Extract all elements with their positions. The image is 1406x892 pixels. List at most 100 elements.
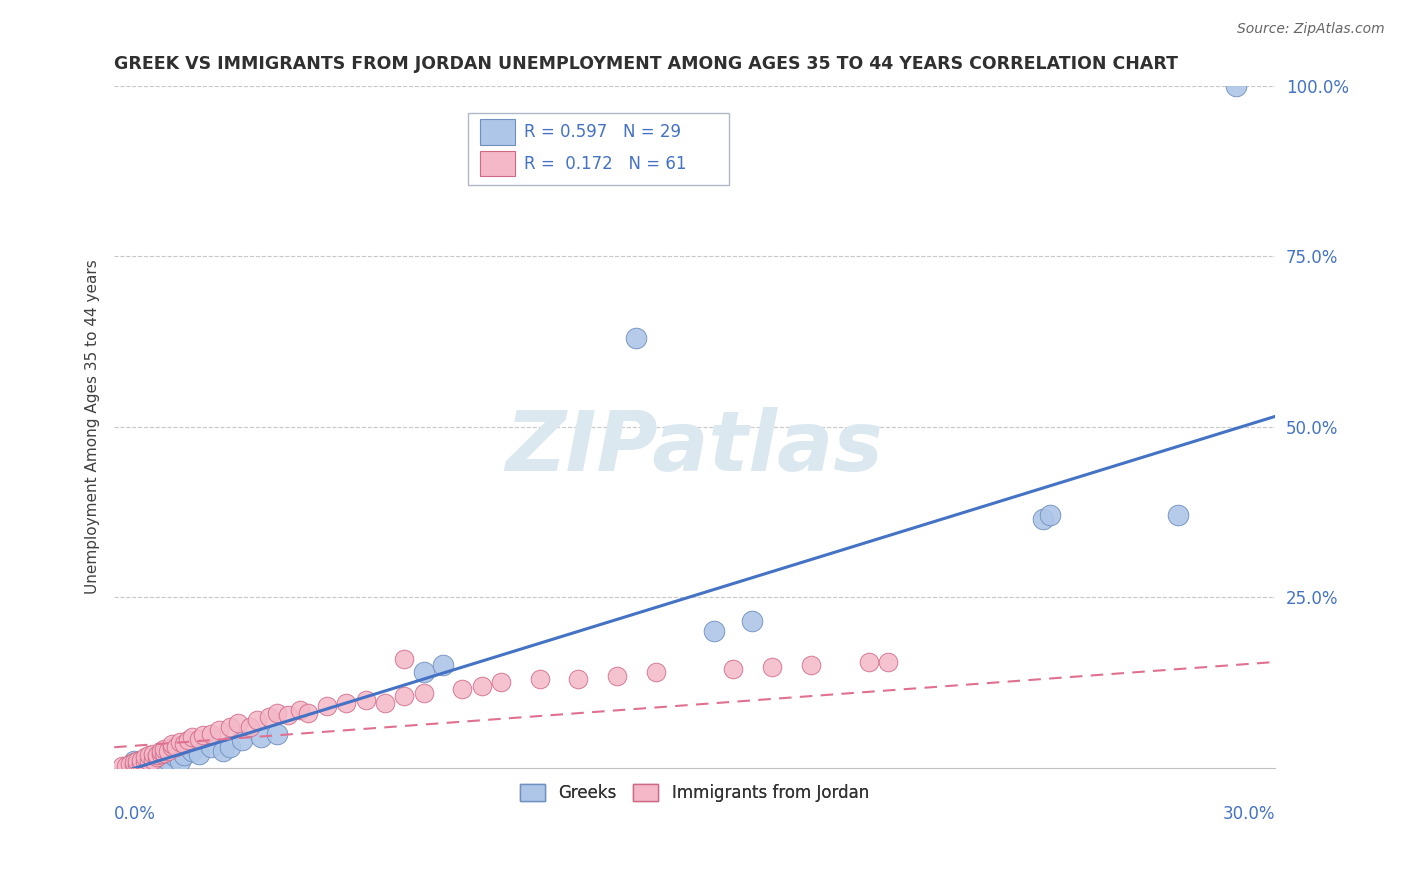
Point xyxy=(226,716,249,731)
Point xyxy=(374,696,396,710)
Text: 30.0%: 30.0% xyxy=(1222,805,1275,823)
Point xyxy=(149,747,172,761)
Point xyxy=(188,747,211,761)
Point xyxy=(876,655,898,669)
Point xyxy=(180,744,202,758)
Point xyxy=(644,665,666,680)
Point xyxy=(219,720,242,734)
Point xyxy=(127,754,149,768)
Point xyxy=(412,665,434,680)
Point xyxy=(134,750,156,764)
Point xyxy=(200,726,222,740)
Point xyxy=(211,744,233,758)
Point xyxy=(134,756,156,770)
Legend: Greeks, Immigrants from Jordan: Greeks, Immigrants from Jordan xyxy=(513,777,876,808)
Point xyxy=(266,726,288,740)
Point xyxy=(741,614,763,628)
Point xyxy=(606,668,628,682)
Point xyxy=(316,699,339,714)
Point xyxy=(165,750,187,764)
Text: R = 0.597   N = 29: R = 0.597 N = 29 xyxy=(524,123,681,141)
Point xyxy=(173,748,195,763)
Point xyxy=(239,720,262,734)
Point xyxy=(118,757,141,772)
Point xyxy=(149,744,172,758)
Text: GREEK VS IMMIGRANTS FROM JORDAN UNEMPLOYMENT AMONG AGES 35 TO 44 YEARS CORRELATI: GREEK VS IMMIGRANTS FROM JORDAN UNEMPLOY… xyxy=(114,55,1178,73)
Point xyxy=(858,655,880,669)
Point xyxy=(721,662,744,676)
Point xyxy=(173,737,195,751)
Point xyxy=(1167,508,1189,523)
Point xyxy=(145,748,167,763)
Text: 0.0%: 0.0% xyxy=(114,805,156,823)
Point xyxy=(129,752,152,766)
Point xyxy=(1039,508,1062,523)
Point xyxy=(394,689,416,703)
Point xyxy=(394,651,416,665)
Point xyxy=(129,757,152,772)
Point xyxy=(1032,512,1054,526)
Point xyxy=(191,728,214,742)
Point xyxy=(129,756,152,771)
Point xyxy=(138,756,160,770)
Point xyxy=(153,741,176,756)
Point xyxy=(127,757,149,772)
Point xyxy=(799,658,821,673)
Point xyxy=(626,331,648,345)
Point xyxy=(297,706,319,720)
Text: ZIPatlas: ZIPatlas xyxy=(506,407,883,488)
Point xyxy=(471,679,494,693)
Point xyxy=(489,675,512,690)
Point xyxy=(111,758,134,772)
Point xyxy=(114,759,136,773)
Point xyxy=(703,624,725,639)
Text: R =  0.172   N = 61: R = 0.172 N = 61 xyxy=(524,154,686,172)
Point xyxy=(122,756,145,770)
Point xyxy=(231,733,253,747)
Point xyxy=(169,735,191,749)
Point xyxy=(266,706,288,720)
Point xyxy=(412,686,434,700)
Point xyxy=(1225,78,1247,93)
Point xyxy=(257,709,280,723)
Point xyxy=(138,754,160,768)
Point xyxy=(169,754,191,768)
Point xyxy=(335,696,357,710)
Point xyxy=(138,748,160,763)
Point xyxy=(145,750,167,764)
Point xyxy=(160,737,183,751)
Point xyxy=(288,703,311,717)
Point xyxy=(208,723,231,738)
Point xyxy=(149,754,172,768)
Point xyxy=(145,750,167,764)
Point xyxy=(354,692,377,706)
Point xyxy=(122,758,145,772)
FancyBboxPatch shape xyxy=(479,151,515,177)
Point xyxy=(122,754,145,768)
FancyBboxPatch shape xyxy=(468,113,730,185)
Point xyxy=(142,752,165,766)
Point xyxy=(165,740,187,755)
Point xyxy=(142,752,165,766)
FancyBboxPatch shape xyxy=(479,120,515,145)
Point xyxy=(567,672,589,686)
Point xyxy=(160,740,183,755)
Point xyxy=(160,747,183,761)
Y-axis label: Unemployment Among Ages 35 to 44 years: Unemployment Among Ages 35 to 44 years xyxy=(86,260,100,594)
Point xyxy=(157,752,180,766)
Text: Source: ZipAtlas.com: Source: ZipAtlas.com xyxy=(1237,22,1385,37)
Point xyxy=(451,682,474,697)
Point xyxy=(219,740,242,755)
Point xyxy=(277,707,299,722)
Point xyxy=(200,740,222,755)
Point xyxy=(250,730,273,744)
Point xyxy=(761,660,783,674)
Point xyxy=(176,733,198,747)
Point xyxy=(180,730,202,744)
Point xyxy=(142,747,165,761)
Point xyxy=(153,756,176,770)
Point xyxy=(188,732,211,747)
Point xyxy=(157,744,180,758)
Point xyxy=(529,672,551,686)
Point xyxy=(246,713,269,727)
